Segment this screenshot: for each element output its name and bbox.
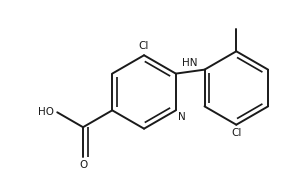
Text: O: O	[79, 160, 87, 170]
Text: Cl: Cl	[231, 128, 241, 138]
Text: N: N	[178, 112, 186, 122]
Text: Cl: Cl	[139, 41, 149, 51]
Text: HN: HN	[182, 58, 198, 68]
Text: HO: HO	[38, 107, 54, 117]
